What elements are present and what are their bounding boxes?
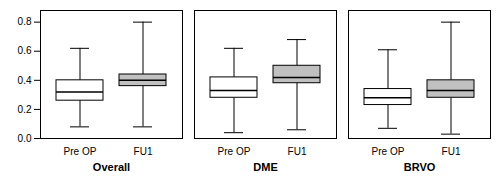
- svg-text:Pre OP: Pre OP: [64, 146, 97, 157]
- svg-text:FU1: FU1: [288, 146, 307, 157]
- svg-text:0.2: 0.2: [18, 104, 32, 115]
- svg-text:0.8: 0.8: [18, 16, 32, 27]
- svg-text:BRVO: BRVO: [404, 161, 436, 173]
- svg-text:Overall: Overall: [93, 161, 130, 173]
- svg-text:0.0: 0.0: [18, 133, 32, 144]
- svg-text:Pre OP: Pre OP: [218, 146, 251, 157]
- svg-text:Pre OP: Pre OP: [372, 146, 405, 157]
- svg-text:FU1: FU1: [442, 146, 461, 157]
- svg-text:DME: DME: [253, 161, 277, 173]
- svg-text:0.6: 0.6: [18, 45, 32, 56]
- svg-text:FU1: FU1: [134, 146, 153, 157]
- svg-text:0.4: 0.4: [18, 75, 32, 86]
